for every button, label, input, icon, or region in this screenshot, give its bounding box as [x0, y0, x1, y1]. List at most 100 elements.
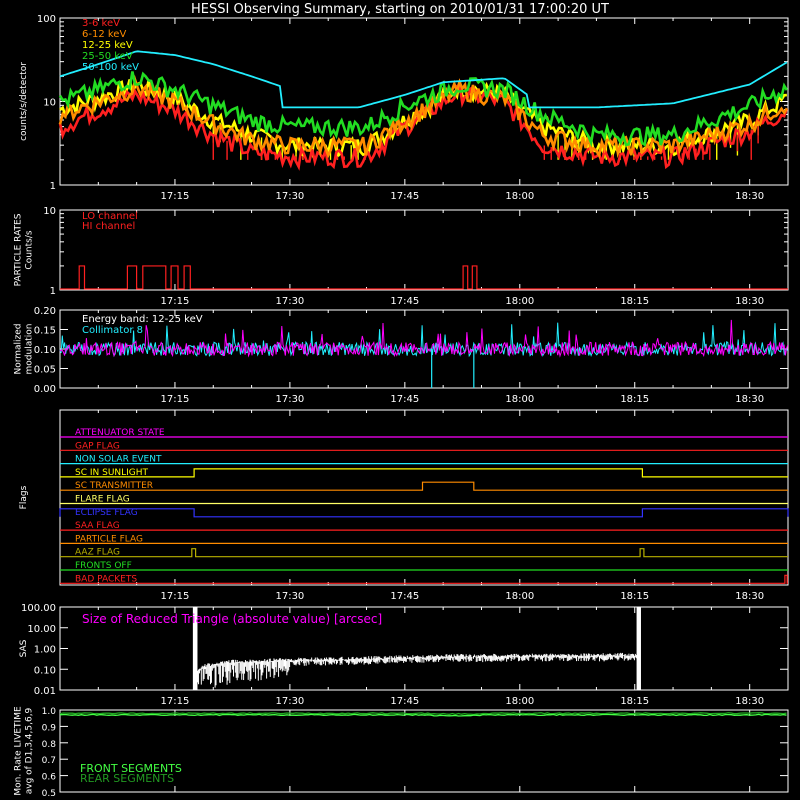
modulation-x-tick-label: 18:15	[620, 394, 649, 405]
modulation-ylabel: Normalized	[14, 323, 24, 374]
flag-line	[59, 508, 789, 518]
particle-rate-x-tick-label: 18:30	[735, 296, 764, 307]
particle-legend-entry: HI channel	[82, 221, 135, 232]
livetime-y-tick-label: 0.7	[42, 756, 56, 766]
particle-rate-y-tick-label: 10	[43, 206, 56, 217]
modulation-ylabel: modulation	[25, 324, 35, 375]
livetime-ylabel: Mon. Rate LIVETIME	[14, 706, 24, 796]
flag-label: SAA FLAG	[75, 521, 120, 531]
flag-label: GAP FLAG	[75, 441, 120, 451]
livetime-y-tick-label: 0.6	[42, 773, 57, 783]
sas-x-tick-label: 18:15	[620, 696, 649, 707]
livetime-ylabel: avg of D1,3,4,5,6,9	[25, 707, 35, 794]
livetime-y-tick-label: 1.0	[42, 707, 57, 717]
flags-x-tick-label: 17:15	[161, 591, 190, 602]
count-rate-x-tick-label: 17:30	[275, 191, 304, 202]
flags-x-tick-label: 17:45	[390, 591, 419, 602]
flag-label: AAZ FLAG	[75, 548, 120, 558]
modulation-y-tick-label: 0.05	[34, 365, 56, 376]
flag-line	[60, 548, 788, 558]
flag-label: ECLIPSE FLAG	[75, 508, 138, 518]
particle-rate-x-tick-label: 17:30	[275, 296, 304, 307]
legend-entry: 12-25 keV	[82, 40, 133, 51]
count-rate-x-tick-label: 17:15	[161, 191, 190, 202]
flags-x-tick-label: 17:30	[275, 591, 304, 602]
legend-entry: 25-50 keV	[82, 51, 133, 62]
sas-ylabel: SAS	[19, 639, 29, 657]
series-line-50-100-kev	[59, 50, 788, 109]
modulation-y-tick-label: 0.15	[34, 326, 56, 337]
particle-rate-frame	[59, 209, 789, 291]
count-rate-x-tick-label: 18:30	[735, 191, 764, 202]
sas-exit-spike	[636, 607, 641, 690]
livetime-legend-front: FRONT SEGMENTS	[80, 762, 182, 775]
flags-ylabel: Flags	[19, 485, 29, 509]
flag-line	[60, 574, 788, 584]
series-line-25-50-kev	[58, 71, 789, 148]
flags-x-tick-label: 18:15	[620, 591, 649, 602]
modulation-panel: 17:15 17:30 17:45 18:00 18:15 18:30 Normalized…	[14, 306, 789, 405]
livetime-panel: Mon. Rate LIVETIME avg of D1,3,4,5,6,9 0.5…	[14, 706, 789, 799]
sas-x-tick-label: 17:45	[390, 696, 419, 707]
particle-rate-panel: 17:15 17:30 17:45 18:00 18:15 18:30 PARTICLE R…	[14, 206, 789, 307]
flag-label: PARTICLE FLAG	[75, 534, 143, 544]
particle-rate-ylabel: PARTICLE RATES	[14, 213, 24, 286]
flag-label: SC TRANSMITTER	[75, 481, 153, 491]
flag-line	[60, 468, 788, 478]
flags-frame	[59, 409, 789, 586]
sas-annotation: Size of Reduced Triangle (absolute value…	[82, 612, 382, 626]
sas-y-tick-label: 100.00	[21, 603, 56, 614]
front-segments-line	[59, 713, 787, 717]
sas-x-tick-label: 18:30	[735, 696, 764, 707]
sas-y-tick-label: 1.00	[34, 645, 56, 656]
sas-y-tick-label: 0.01	[34, 686, 56, 697]
figure-title: HESSI Observing Summary, starting on 201…	[191, 2, 609, 17]
particle-rate-ylabel: Counts/s	[25, 230, 35, 269]
flags-x-tick-label: 18:30	[735, 591, 764, 602]
flag-label: FRONTS OFF	[75, 561, 132, 571]
flag-line	[60, 481, 788, 491]
count-rate-x-tick-label: 18:15	[620, 191, 649, 202]
particle-rate-y-tick-label: 1	[50, 286, 56, 297]
count-rate-x-tick-label: 17:45	[390, 191, 419, 202]
count-rate-panel: 17:15 17:30 17:45 18:00 18:15 18:30 counts/s/d…	[19, 14, 789, 202]
sas-y-tick-label: 10.00	[27, 624, 56, 635]
sas-x-tick-label: 17:30	[275, 696, 304, 707]
modulation-x-tick-label: 17:45	[390, 394, 419, 405]
count-rate-y-tick-label: 100	[37, 14, 56, 25]
modulation-x-tick-label: 17:15	[161, 394, 190, 405]
legend-entry: 3-6 keV	[82, 18, 120, 29]
livetime-y-tick-label: 0.8	[42, 740, 57, 750]
sas-y-tick-label: 0.10	[34, 665, 56, 676]
modulation-magenta-series	[59, 319, 789, 358]
count-rate-y-tick-label: 1	[50, 181, 56, 192]
modulation-y-tick-label: 0.00	[34, 384, 56, 395]
modulation-collimator-label: Collimator 8	[82, 325, 143, 336]
flags-x-tick-label: 18:00	[505, 591, 534, 602]
modulation-energy-band-label: Energy band: 12-25 keV	[82, 314, 203, 325]
flag-label: NON SOLAR EVENT	[75, 455, 162, 465]
modulation-x-tick-label: 17:30	[275, 394, 304, 405]
modulation-cyan-series	[59, 322, 789, 358]
count-rate-y-tick-label: 10	[43, 98, 56, 109]
count-rate-ylabel: counts/s/detector	[19, 62, 29, 141]
count-rate-x-tick-label: 18:00	[505, 191, 534, 202]
particle-rate-x-tick-label: 17:15	[161, 296, 190, 307]
livetime-y-tick-label: 0.9	[42, 723, 57, 733]
livetime-legend-rear: REAR SEGMENTS	[80, 772, 174, 785]
sas-x-tick-label: 18:00	[505, 696, 534, 707]
sas-entry-spike	[192, 607, 198, 690]
sas-panel: 17:15 17:30 17:45 18:00 18:15 18:30 SAS 0.01 0.1…	[19, 603, 789, 707]
series-line-6-12-kev	[58, 74, 789, 159]
particle-rate-x-tick-label: 18:00	[505, 296, 534, 307]
flag-label: BAD PACKETS	[75, 574, 137, 584]
sas-x-tick-label: 17:15	[161, 696, 190, 707]
legend-entry: 50-100 keV	[82, 62, 139, 73]
lo-channel-line	[60, 265, 788, 290]
particle-rate-x-tick-label: 17:45	[390, 296, 419, 307]
flags-panel: 17:15 17:30 17:45 18:00 18:15 18:30 Flags ATTEN…	[19, 409, 789, 602]
modulation-y-tick-label: 0.20	[34, 306, 56, 317]
modulation-x-tick-label: 18:00	[505, 394, 534, 405]
modulation-y-tick-label: 0.10	[34, 345, 56, 356]
